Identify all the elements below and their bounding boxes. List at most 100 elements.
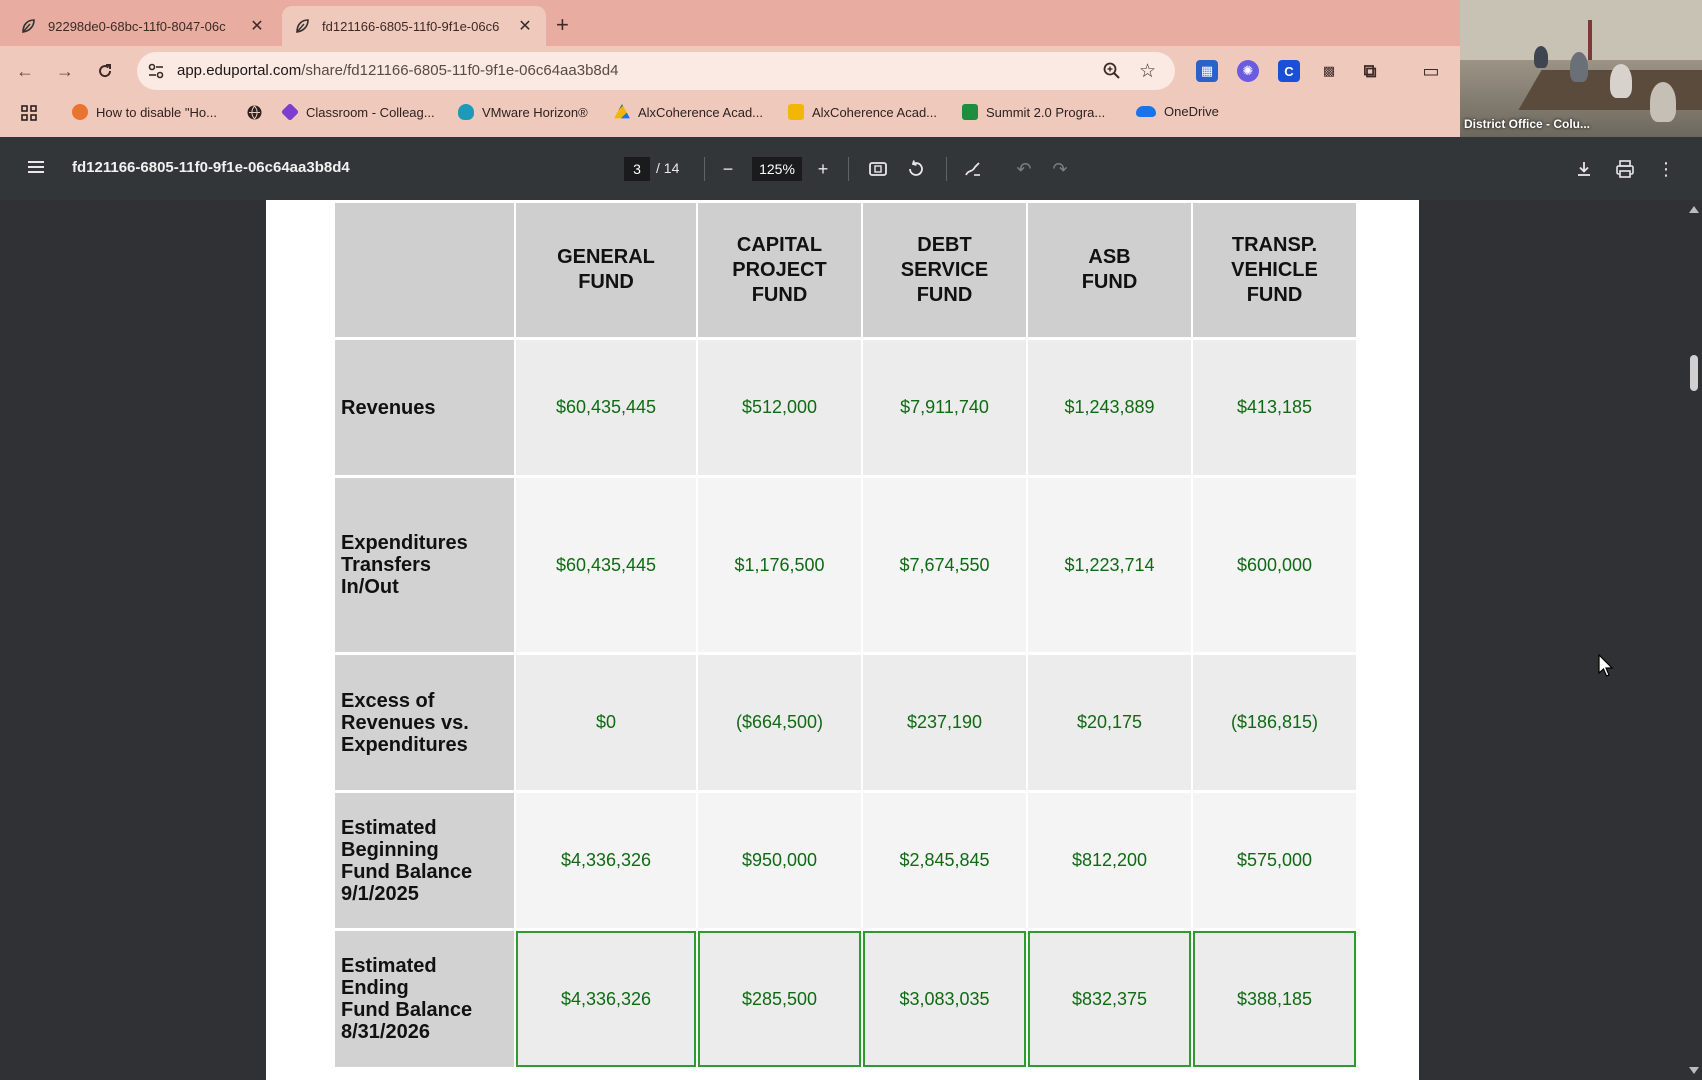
menu-hamburger-icon[interactable] xyxy=(26,157,46,177)
bookmark-item[interactable]: OneDrive xyxy=(1136,104,1219,119)
calendar-extension-icon[interactable]: ▦ xyxy=(1196,60,1218,82)
browser-toolbar: ← → app.eduportal.com/share/fd121166-680… xyxy=(0,46,1460,96)
table-cell: $832,375 xyxy=(1028,931,1191,1067)
url-path: /share/fd121166-6805-11f0-9f1e-06c64aa3b… xyxy=(301,62,619,79)
bookmark-item[interactable]: Summit 2.0 Progra... xyxy=(962,104,1105,120)
video-person xyxy=(1570,52,1588,82)
table-cell: $285,500 xyxy=(698,931,861,1067)
row-label: Estimated Ending Fund Balance 8/31/2026 xyxy=(335,931,514,1067)
url-host: app.eduportal.com xyxy=(177,62,302,79)
row-label: Excess of Revenues vs. Expenditures xyxy=(335,655,514,790)
pdf-toolbar: fd121166-6805-11f0-9f1e-06c64aa3b8d4 3 /… xyxy=(0,137,1702,200)
bookmark-label: VMware Horizon® xyxy=(482,104,588,120)
table-cell: ($664,500) xyxy=(698,655,861,790)
table-cell: $388,185 xyxy=(1193,931,1356,1067)
bookmark-item[interactable]: How to disable "Ho... xyxy=(72,104,217,120)
site-settings-icon[interactable] xyxy=(147,62,165,80)
redo-icon[interactable]: ↷ xyxy=(1052,158,1068,179)
table-cell: ($186,815) xyxy=(1193,655,1356,790)
table-cell: $575,000 xyxy=(1193,793,1356,928)
tab-active[interactable]: fd121166-6805-11f0-9f1e-06c6 ✕ xyxy=(282,6,546,46)
table-cell: $950,000 xyxy=(698,793,861,928)
table-cell: $60,435,445 xyxy=(516,340,696,475)
toolbar-divider xyxy=(946,157,947,181)
tab-close-icon[interactable]: ✕ xyxy=(250,18,264,35)
bookmark-star-icon[interactable]: ☆ xyxy=(1139,61,1157,82)
table-cell: $60,435,445 xyxy=(516,478,696,652)
page-total: / 14 xyxy=(656,160,680,176)
zoom-in-icon[interactable]: + xyxy=(817,158,829,179)
reload-icon[interactable] xyxy=(92,58,118,84)
video-person xyxy=(1534,46,1548,68)
tab-strip: 92298de0-68bc-11f0-8047-06c ✕ fd121166-6… xyxy=(0,0,1460,46)
pdf-viewport[interactable]: GENERAL FUND CAPITAL PROJECT FUND DEBT SER… xyxy=(0,200,1702,1080)
bookmark-label: AlxCoherence Acad... xyxy=(638,104,764,120)
new-tab-icon[interactable]: + xyxy=(556,12,569,37)
tab-title: fd121166-6805-11f0-9f1e-06c6 xyxy=(322,18,500,34)
scrollbar-thumb[interactable] xyxy=(1690,355,1698,391)
table-cell: $413,185 xyxy=(1193,340,1356,475)
print-icon[interactable] xyxy=(1613,157,1637,181)
back-icon[interactable]: ← xyxy=(16,60,34,81)
table-cell: $4,336,326 xyxy=(516,931,696,1067)
leaf-favicon-icon xyxy=(296,19,309,33)
drive-favicon-icon xyxy=(614,104,630,119)
table-cell: $7,911,740 xyxy=(863,340,1026,475)
video-call-thumbnail[interactable]: District Office - Colu... xyxy=(1460,0,1702,137)
url-text[interactable]: app.eduportal.com/share/fd121166-6805-11… xyxy=(177,62,618,79)
bookmark-item[interactable]: AlxCoherence Acad... xyxy=(788,104,937,120)
bookmark-label: Classroom - Colleag... xyxy=(306,104,435,120)
bookmarks-bar: How to disable "Ho... Classroom - Collea… xyxy=(0,96,1460,130)
mouse-cursor-icon xyxy=(1598,654,1614,677)
table-cell: $4,336,326 xyxy=(516,793,696,928)
apps-grid-icon[interactable] xyxy=(20,104,38,122)
bookmark-item[interactable]: VMware Horizon® xyxy=(458,104,588,120)
undo-icon[interactable]: ↶ xyxy=(1016,158,1032,179)
video-background xyxy=(1460,0,1702,60)
bookmark-label: OneDrive xyxy=(1164,104,1219,119)
column-header: CAPITAL PROJECT FUND xyxy=(698,203,861,337)
table-cell: $600,000 xyxy=(1193,478,1356,652)
forward-icon[interactable]: → xyxy=(56,60,74,81)
vertical-scrollbar[interactable] xyxy=(1686,200,1702,1080)
column-header: DEBT SERVICE FUND xyxy=(863,203,1026,337)
zoom-magnifier-icon[interactable] xyxy=(1102,61,1122,81)
column-header: ASB FUND xyxy=(1028,203,1191,337)
table-cell: $2,845,845 xyxy=(863,793,1026,928)
rotate-icon[interactable] xyxy=(903,157,927,181)
bookmark-item[interactable]: AlxCoherence Acad... xyxy=(614,104,763,120)
annotate-pen-icon[interactable] xyxy=(961,157,985,181)
bookmark-label: Summit 2.0 Progra... xyxy=(986,104,1106,120)
zoom-out-icon[interactable]: − xyxy=(722,158,734,179)
fit-page-icon[interactable] xyxy=(866,157,890,181)
table-corner-cell xyxy=(335,203,514,337)
zoom-level-input[interactable]: 125% xyxy=(752,157,802,181)
table-cell: $20,175 xyxy=(1028,655,1191,790)
row-label: Revenues xyxy=(335,340,514,475)
bookmark-favicon-icon xyxy=(458,104,474,120)
download-icon[interactable] xyxy=(1572,157,1596,181)
c-extension-icon[interactable]: C xyxy=(1278,60,1300,82)
extensions-puzzle-icon[interactable]: ⧉ xyxy=(1363,60,1377,81)
page-number-input[interactable]: 3 xyxy=(624,157,650,181)
column-header: TRANSP. VEHICLE FUND xyxy=(1193,203,1356,337)
table-cell: $237,190 xyxy=(863,655,1026,790)
extension-icon[interactable]: ✺ xyxy=(1237,60,1259,82)
address-bar[interactable]: app.eduportal.com/share/fd121166-6805-11… xyxy=(137,52,1175,90)
video-person xyxy=(1610,64,1632,98)
qr-extension-icon[interactable]: ▩ xyxy=(1322,63,1336,78)
tab-close-icon[interactable]: ✕ xyxy=(518,18,532,35)
leaf-favicon-icon xyxy=(22,19,35,33)
more-options-icon[interactable]: ⋮ xyxy=(1657,158,1675,179)
globe-bookmark-icon[interactable] xyxy=(246,104,263,121)
bookmark-item[interactable]: Classroom - Colleag... xyxy=(280,102,435,122)
bookmark-favicon-icon xyxy=(72,104,88,120)
tab-inactive[interactable]: 92298de0-68bc-11f0-8047-06c ✕ xyxy=(8,6,278,46)
table-cell: $1,176,500 xyxy=(698,478,861,652)
table-cell: $0 xyxy=(516,655,696,790)
scroll-up-icon[interactable] xyxy=(1689,206,1699,213)
scroll-down-icon[interactable] xyxy=(1689,1067,1699,1074)
side-panel-icon[interactable]: ▭ xyxy=(1422,60,1440,81)
table-cell: $812,200 xyxy=(1028,793,1191,928)
row-label: Expenditures Transfers In/Out xyxy=(335,478,514,652)
